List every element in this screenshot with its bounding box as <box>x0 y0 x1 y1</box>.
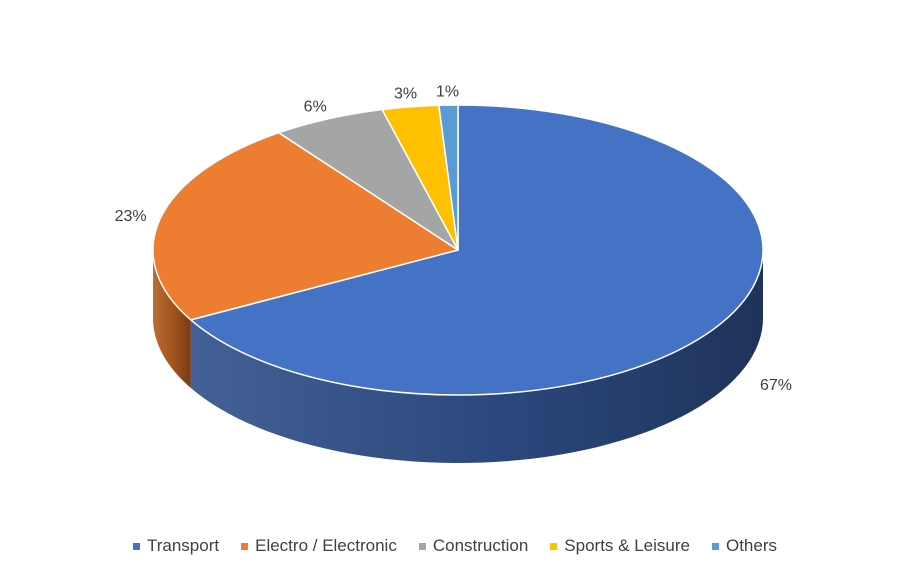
slice-electro-electronic <box>152 131 459 321</box>
legend-item-transport: Transport <box>132 536 220 556</box>
legend-label-electro-electronic: Electro / Electronic <box>255 536 397 555</box>
legend-item-construction: Construction <box>418 536 529 556</box>
legend-swatch-others <box>711 542 719 550</box>
legend-label-sports-leisure: Sports & Leisure <box>564 536 690 555</box>
legend-label-construction: Construction <box>432 536 529 555</box>
legend-label-transport: Transport <box>146 536 220 555</box>
slice-side-shade-electro-electronic <box>153 250 191 388</box>
data-label-construction: 6% <box>304 99 327 116</box>
legend-swatch-sports-leisure <box>550 542 558 550</box>
data-label-sports-leisure: 3% <box>394 86 417 103</box>
legend-swatch-construction <box>418 542 426 550</box>
data-label-electro-electronic: 23% <box>115 208 147 225</box>
legend-item-electro-electronic: Electro / Electronic <box>241 536 397 556</box>
legend-item-others: Others <box>711 536 777 556</box>
pie-data-labels: 67% 23% 6% 3% 1% <box>115 84 792 394</box>
pie-slices <box>152 104 764 396</box>
legend-swatch-electro-electronic <box>241 542 249 550</box>
data-label-others: 1% <box>436 84 459 101</box>
legend-item-sports-leisure: Sports & Leisure <box>550 536 690 556</box>
slice-transport <box>189 104 764 396</box>
slice-others <box>438 104 459 251</box>
legend: Transport Electro / Electronic Constructio… <box>0 536 910 556</box>
legend-label-others: Others <box>725 536 777 555</box>
legend-swatch-transport <box>132 542 140 550</box>
data-label-transport: 67% <box>760 377 792 394</box>
pie-sides <box>153 250 764 463</box>
slice-side-shade-transport <box>190 250 764 463</box>
